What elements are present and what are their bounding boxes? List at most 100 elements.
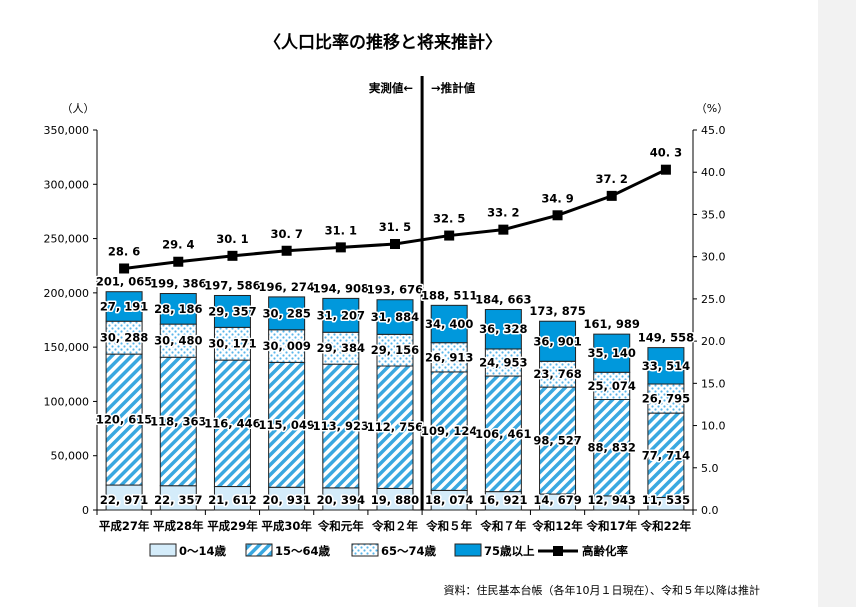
legend-label: 15〜64歳	[275, 544, 331, 558]
right-tick-label: 30.0	[701, 251, 726, 264]
total-label: 188, 511	[421, 288, 477, 302]
data-label: 25, 074	[588, 379, 636, 393]
data-label: 30, 288	[100, 331, 148, 345]
legend-label: 0〜14歳	[179, 544, 227, 558]
legend-swatch	[149, 543, 177, 557]
data-label: 26, 913	[425, 350, 473, 364]
aging-rate-marker	[390, 239, 400, 249]
left-tick-label: 250,000	[44, 233, 90, 246]
aging-rate-label: 30. 7	[270, 227, 302, 241]
bar-segment	[268, 329, 306, 363]
data-label: 34, 400	[425, 317, 473, 331]
data-label: 30, 171	[208, 337, 256, 351]
x-tick-label: 令和７年	[479, 519, 526, 533]
x-tick-label: 令和12年	[531, 519, 583, 533]
total-label: 194, 908	[313, 281, 369, 295]
aging-rate-label: 32. 5	[433, 212, 465, 226]
data-label: 88, 832	[588, 441, 636, 455]
left-tick-label: 0	[82, 504, 89, 517]
legend-label: 75歳以上	[484, 544, 535, 558]
bar-segment	[647, 383, 685, 414]
aging-rate-label: 28. 6	[108, 244, 140, 258]
data-label: 30, 285	[262, 306, 310, 320]
data-label: 33, 514	[642, 359, 690, 373]
bar-segment	[213, 294, 251, 328]
data-label: 106, 461	[475, 427, 531, 441]
bar-segment	[376, 333, 414, 367]
bar-segment	[213, 359, 251, 488]
data-label: 116, 446	[204, 416, 260, 430]
aging-rate-marker	[660, 164, 671, 175]
data-label: 27, 191	[100, 299, 148, 313]
data-label: 35, 140	[588, 346, 636, 360]
legend-swatch	[454, 543, 482, 557]
x-tick-label: 令和22年	[640, 519, 692, 533]
data-label: 77, 714	[642, 448, 690, 462]
left-tick-label: 150,000	[44, 341, 90, 354]
bar-segment	[376, 365, 414, 489]
bar-segment	[593, 333, 631, 373]
data-label: 98, 527	[533, 434, 581, 448]
left-tick-label: 300,000	[44, 178, 90, 191]
x-tick-label: 令和２年	[371, 519, 418, 533]
right-tick-label: 15.0	[701, 377, 726, 390]
data-label: 16, 921	[479, 493, 527, 507]
aging-rate-marker	[498, 224, 509, 235]
aging-rate-label: 34. 9	[541, 191, 573, 205]
total-label: 193, 676	[367, 283, 423, 297]
data-label: 11, 535	[642, 493, 690, 507]
bar-segment	[159, 485, 197, 511]
data-label: 113, 923	[313, 419, 369, 433]
total-label: 201, 065	[96, 275, 152, 289]
data-label: 29, 357	[208, 304, 256, 318]
legend-label: 65〜74歳	[381, 544, 437, 558]
data-label: 19, 880	[371, 493, 419, 507]
aging-rate-marker	[281, 245, 292, 256]
x-tick-label: 平成27年	[99, 519, 150, 533]
left-tick-label: 350,000	[44, 124, 90, 137]
data-label: 24, 953	[479, 355, 527, 369]
bar-segment	[159, 356, 197, 487]
right-tick-label: 40.0	[701, 166, 726, 179]
data-label: 26, 795	[642, 392, 690, 406]
data-label: 36, 328	[479, 322, 527, 336]
data-label: 120, 615	[96, 413, 152, 427]
divider-left-label: 実測値←	[369, 81, 413, 95]
data-label: 12, 943	[588, 493, 636, 507]
bar-segment	[159, 323, 197, 358]
legend-swatch	[351, 543, 379, 557]
data-label: 29, 156	[371, 343, 419, 357]
right-tick-label: 25.0	[701, 293, 726, 306]
left-tick-label: 50,000	[51, 450, 90, 463]
data-label: 18, 074	[425, 493, 473, 507]
bar-segment	[105, 291, 143, 322]
bar-segment	[593, 371, 631, 401]
bar-segment	[430, 342, 468, 373]
chart-title: 〈人口比率の推移と将来推計〉	[264, 32, 502, 53]
x-tick-label: 平成28年	[153, 519, 204, 533]
aging-rate-marker	[335, 242, 346, 253]
bar-segment	[322, 331, 360, 365]
bar-segment	[430, 371, 468, 491]
data-label: 20, 394	[317, 493, 365, 507]
total-label: 173, 875	[529, 304, 585, 318]
side-panel	[818, 0, 856, 607]
aging-rate-label: 37. 2	[596, 172, 628, 186]
data-label: 22, 971	[100, 493, 148, 507]
bar-segment	[647, 347, 685, 385]
aging-rate-marker	[552, 210, 563, 221]
total-label: 199, 386	[150, 277, 206, 291]
right-axis-unit: （%）	[696, 102, 728, 115]
aging-rate-label: 30. 1	[216, 232, 248, 246]
left-axis-unit: （人）	[62, 102, 95, 115]
total-label: 149, 558	[638, 331, 694, 345]
data-label: 31, 207	[317, 308, 365, 322]
bar-segment	[430, 304, 468, 344]
aging-rate-label: 40. 3	[650, 146, 682, 160]
left-tick-label: 100,000	[44, 395, 90, 408]
left-tick-label: 200,000	[44, 287, 90, 300]
right-tick-label: 0.0	[701, 504, 719, 517]
right-tick-label: 10.0	[701, 420, 726, 433]
data-label: 112, 756	[367, 420, 423, 434]
